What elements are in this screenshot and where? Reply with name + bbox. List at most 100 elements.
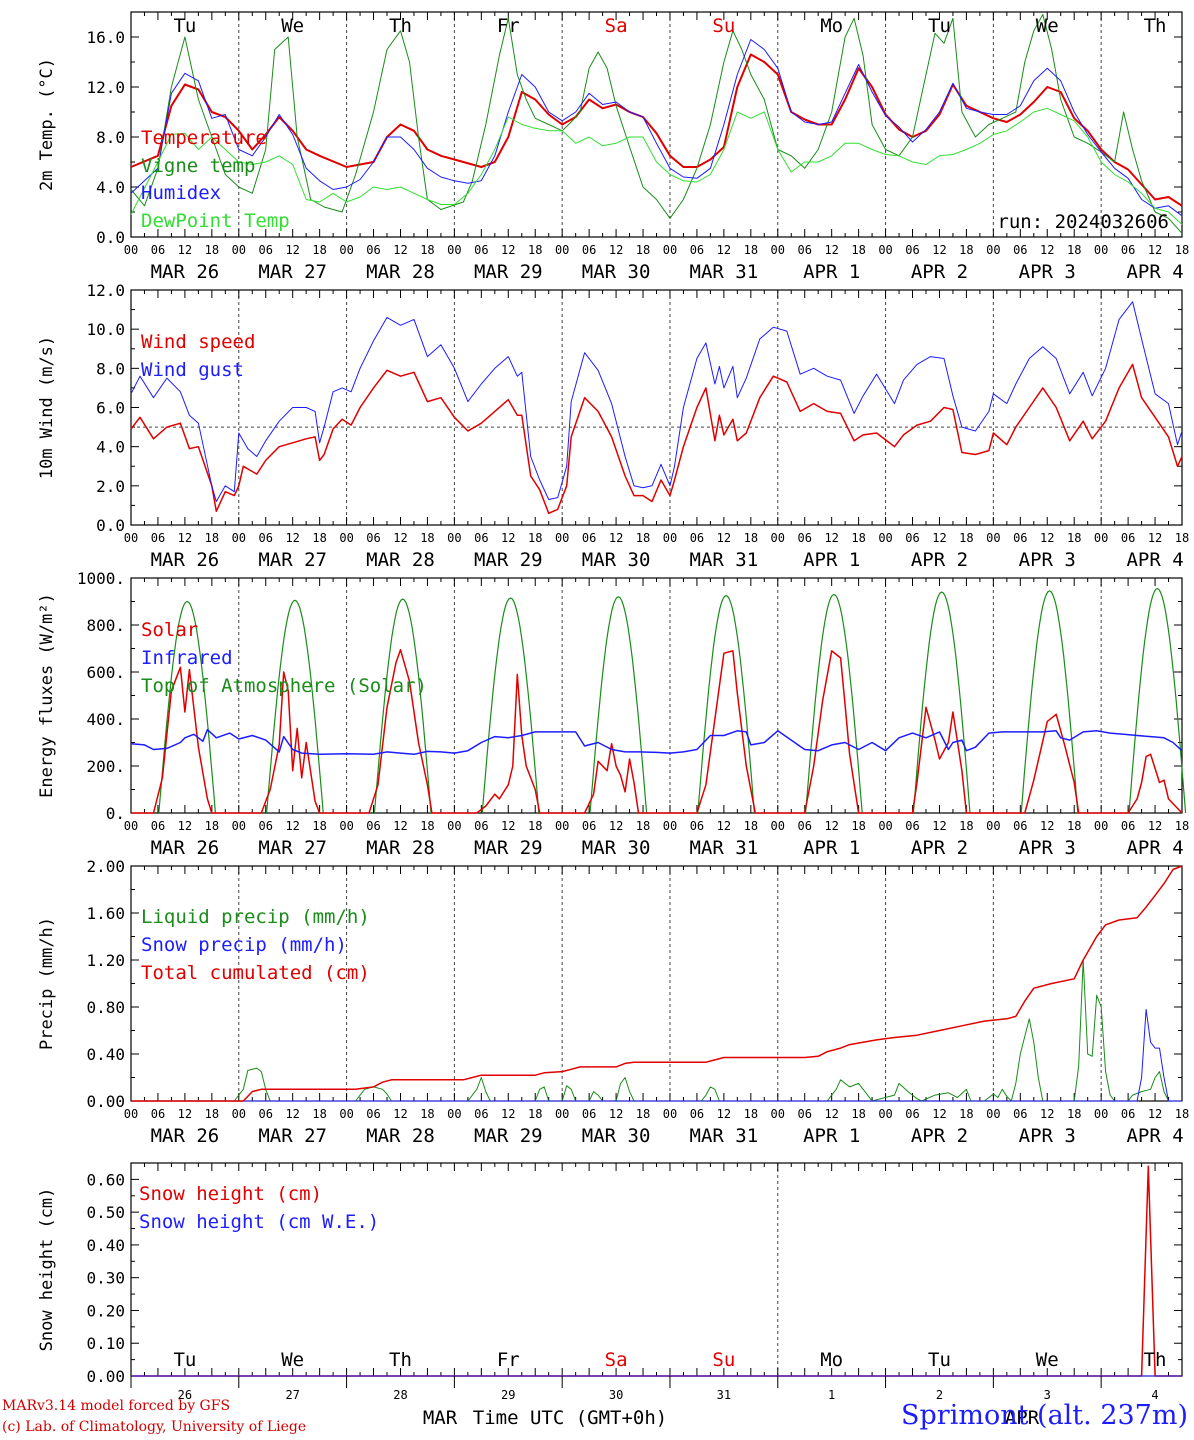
date-label: APR 1 xyxy=(803,261,860,283)
hour-tick-label: 18 xyxy=(636,243,650,257)
y-tick-label: 400. xyxy=(86,710,125,729)
y-tick-label: 0.00 xyxy=(86,1092,125,1111)
y-tick-label: 0.0 xyxy=(96,228,125,247)
day-name-label: Tu xyxy=(928,15,951,37)
hour-tick-label: 00 xyxy=(1094,531,1108,545)
date-label: MAR 29 xyxy=(474,837,543,859)
y-tick-label: 12.0 xyxy=(86,78,125,97)
hour-tick-label: 12 xyxy=(609,819,623,833)
hour-tick-label: 18 xyxy=(205,819,219,833)
hour-tick-label: 00 xyxy=(663,243,677,257)
hour-tick-label: 12 xyxy=(717,819,731,833)
date-label: MAR 31 xyxy=(690,549,759,571)
date-label: APR 1 xyxy=(803,1125,860,1147)
hour-tick-label: 06 xyxy=(1121,819,1135,833)
legend-entry: Snow precip (mm/h) xyxy=(141,934,347,956)
legend-entry: Infrared xyxy=(141,647,233,669)
y-tick-label: 0.50 xyxy=(86,1203,125,1222)
day-number-label: 1 xyxy=(828,1388,835,1402)
hour-tick-label: 18 xyxy=(420,819,434,833)
snow-day-name-label: We xyxy=(1036,1349,1059,1371)
hour-tick-label: 00 xyxy=(555,1107,569,1121)
hour-tick-label: 12 xyxy=(932,243,946,257)
hour-tick-label: 12 xyxy=(824,1107,838,1121)
date-label: APR 4 xyxy=(1126,261,1183,283)
day-name-label: We xyxy=(1036,15,1059,37)
hour-tick-label: 00 xyxy=(878,531,892,545)
hour-tick-label: 18 xyxy=(851,243,865,257)
footer-lab-credit: (c) Lab. of Climatology, University of L… xyxy=(2,1419,307,1435)
hour-tick-label: 00 xyxy=(124,1107,138,1121)
toa-solar-curve xyxy=(912,591,971,814)
hour-tick-label: 12 xyxy=(609,1107,623,1121)
hour-tick-label: 12 xyxy=(1148,243,1162,257)
date-label: MAR 26 xyxy=(151,837,220,859)
date-label: MAR 31 xyxy=(690,261,759,283)
hour-tick-label: 18 xyxy=(312,819,326,833)
date-label: MAR 26 xyxy=(151,549,220,571)
date-label: MAR 27 xyxy=(258,837,327,859)
hour-tick-label: 18 xyxy=(1175,819,1189,833)
day-name-label: Su xyxy=(712,15,735,37)
hour-tick-label: 00 xyxy=(232,531,246,545)
hour-tick-label: 00 xyxy=(771,531,785,545)
hour-tick-label: 00 xyxy=(663,531,677,545)
hour-tick-label: 06 xyxy=(151,531,165,545)
hour-tick-label: 18 xyxy=(312,1107,326,1121)
hour-tick-label: 18 xyxy=(744,243,758,257)
hour-tick-label: 00 xyxy=(232,243,246,257)
hour-tick-label: 18 xyxy=(959,531,973,545)
hour-tick-label: 06 xyxy=(366,819,380,833)
legend-entry: Humidex xyxy=(141,182,221,204)
toa-solar-curve xyxy=(373,598,432,814)
hour-tick-label: 00 xyxy=(124,819,138,833)
hour-tick-label: 00 xyxy=(771,243,785,257)
hour-tick-label: 00 xyxy=(986,531,1000,545)
y-tick-label: 0.60 xyxy=(86,1170,125,1189)
y-axis-label: Energy fluxes (W/m²) xyxy=(37,593,57,798)
y-axis-label: Precip (mm/h) xyxy=(37,917,57,1050)
hour-tick-label: 00 xyxy=(986,1107,1000,1121)
series-line-total-cumulated-cm- xyxy=(131,865,1183,1102)
y-tick-label: 800. xyxy=(86,616,125,635)
hour-tick-label: 18 xyxy=(420,1107,434,1121)
hour-tick-label: 06 xyxy=(259,531,273,545)
hour-tick-label: 06 xyxy=(151,1107,165,1121)
snow-day-name-label: Fr xyxy=(497,1349,520,1371)
hour-tick-label: 06 xyxy=(259,1107,273,1121)
legend-entry: DewPoint Temp xyxy=(141,210,290,232)
hour-tick-label: 06 xyxy=(1121,531,1135,545)
series-line-temperature xyxy=(130,53,1183,207)
date-label: MAR 30 xyxy=(582,837,651,859)
hour-tick-label: 06 xyxy=(905,1107,919,1121)
hour-tick-label: 12 xyxy=(501,819,515,833)
hour-tick-label: 12 xyxy=(501,243,515,257)
date-label: APR 3 xyxy=(1019,837,1076,859)
hour-tick-label: 00 xyxy=(124,243,138,257)
hour-tick-label: 18 xyxy=(636,819,650,833)
day-number-label: 3 xyxy=(1044,1388,1051,1402)
toa-solar-curve xyxy=(266,599,324,814)
hour-tick-label: 00 xyxy=(1094,243,1108,257)
hour-tick-label: 12 xyxy=(824,243,838,257)
y-tick-label: 1000. xyxy=(77,569,125,588)
hour-tick-label: 06 xyxy=(474,819,488,833)
y-tick-label: 0.20 xyxy=(86,1301,125,1320)
hour-tick-label: 12 xyxy=(1040,819,1054,833)
date-label: MAR 28 xyxy=(366,549,435,571)
hour-tick-label: 12 xyxy=(501,531,515,545)
hour-tick-label: 06 xyxy=(690,243,704,257)
hour-tick-label: 12 xyxy=(609,531,623,545)
series-line-wind-speed xyxy=(130,363,1183,515)
hour-tick-label: 06 xyxy=(366,1107,380,1121)
hour-tick-label: 00 xyxy=(339,243,353,257)
date-label: MAR 29 xyxy=(474,261,543,283)
legend-entry: Top of Atmosphere (Solar) xyxy=(141,675,427,697)
run-label: run: 2024032606 xyxy=(997,211,1169,233)
hour-tick-label: 12 xyxy=(1040,531,1054,545)
day-name-label: Tu xyxy=(173,15,196,37)
hour-tick-label: 00 xyxy=(878,819,892,833)
hour-tick-label: 00 xyxy=(447,243,461,257)
station-name: Sprimont (alt. 237m) xyxy=(901,1400,1188,1431)
